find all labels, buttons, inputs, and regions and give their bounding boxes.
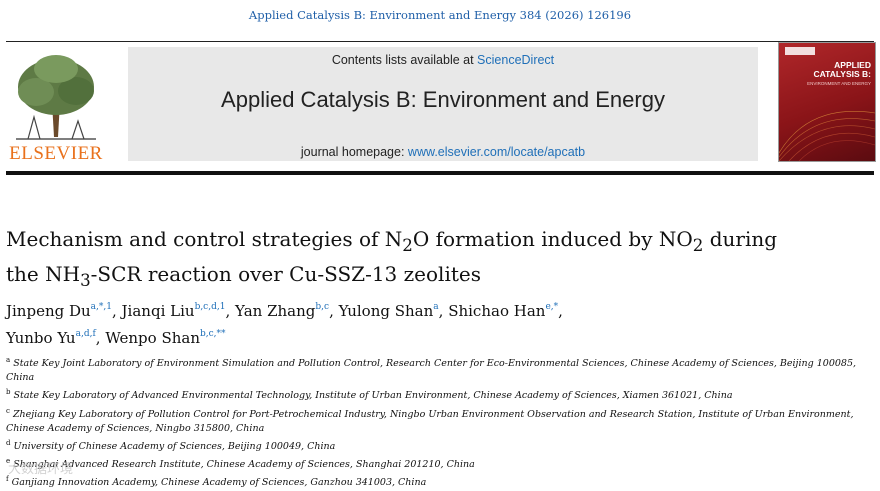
title-subscript: 3	[80, 271, 91, 290]
title-subscript: 2	[692, 236, 704, 255]
cover-title-line1: APPLIED	[834, 60, 871, 70]
journal-cover-image[interactable]: APPLIED CATALYSIS B: ENVIRONMENT AND ENE…	[778, 42, 876, 162]
author-list: Jinpeng Dua,*,1, Jianqi Liub,c,d,1, Yan …	[6, 296, 866, 350]
affiliation-label: e	[6, 457, 11, 466]
author-separator: ,	[558, 302, 563, 320]
title-line-2: the NH3-SCR reaction over Cu-SSZ-13 zeol…	[6, 260, 866, 295]
author-separator: ,	[225, 302, 235, 320]
homepage-link[interactable]: www.elsevier.com/locate/apcatb	[407, 145, 586, 159]
watermark: 大数据环境	[8, 462, 74, 477]
affiliations-list: a State Key Joint Laboratory of Environm…	[6, 353, 866, 491]
author-separator: ,	[95, 329, 106, 347]
affiliation-label: a	[6, 356, 11, 364]
author-affiliation-marker[interactable]: b,c,**	[200, 329, 226, 339]
elsevier-mini-logo-icon	[785, 47, 815, 55]
cover-title-line2: CATALYSIS B:	[813, 69, 871, 79]
contents-prefix: Contents lists available at	[331, 53, 478, 67]
elsevier-tree-logo-icon[interactable]	[6, 47, 106, 162]
cover-wave-graphic-icon	[779, 111, 875, 161]
journal-title[interactable]: Applied Catalysis B: Environment and Ene…	[221, 87, 665, 112]
sciencedirect-link[interactable]: ScienceDirect	[477, 53, 555, 67]
affiliation-label: f	[6, 475, 9, 484]
title-text: during	[703, 227, 778, 251]
affiliation-item: e Shanghai Advanced Research Institute, …	[6, 454, 866, 472]
author-name[interactable]: Yulong Shan	[338, 302, 434, 320]
author-name[interactable]: Wenpo Shan	[105, 329, 201, 347]
affiliation-label: c	[6, 406, 10, 415]
citation-header[interactable]: Applied Catalysis B: Environment and Ene…	[248, 8, 632, 22]
journal-masthead: Contents lists available at ScienceDirec…	[128, 47, 758, 161]
affiliation-text: University of Chinese Academy of Science…	[13, 441, 336, 453]
author-separator: ,	[438, 302, 449, 320]
affiliation-text: Shanghai Advanced Research Institute, Ch…	[13, 459, 475, 471]
affiliation-text: Zhejiang Key Laboratory of Pollution Con…	[6, 408, 854, 434]
author-affiliation-marker[interactable]: b,c,d,1	[194, 302, 226, 312]
author-name[interactable]: Jinpeng Du	[6, 302, 91, 320]
author-name[interactable]: Yunbo Yu	[6, 329, 76, 347]
affiliation-text: State Key Joint Laboratory of Environmen…	[6, 358, 857, 384]
author-separator: ,	[329, 302, 339, 320]
affiliation-text: Ganjiang Innovation Academy, Chinese Aca…	[11, 477, 427, 489]
affiliation-item: f Ganjiang Innovation Academy, Chinese A…	[6, 472, 866, 490]
homepage-line: journal homepage: www.elsevier.com/locat…	[128, 145, 758, 159]
author-name[interactable]: Shichao Han	[448, 302, 546, 320]
author-name[interactable]: Yan Zhang	[234, 302, 316, 320]
affiliation-label: d	[6, 439, 11, 448]
affiliation-item: b State Key Laboratory of Advanced Envir…	[6, 385, 866, 403]
masthead-rule	[6, 171, 874, 175]
title-text: O formation induced by NO	[412, 227, 693, 251]
author-affiliation-marker[interactable]: e,*	[545, 302, 559, 312]
affiliation-text: State Key Laboratory of Advanced Environ…	[13, 390, 733, 402]
author-affiliation-marker[interactable]: a,d,f	[75, 329, 96, 339]
author-name[interactable]: Jianqi Liu	[121, 302, 195, 320]
author-affiliation-marker[interactable]: b,c	[315, 302, 330, 312]
affiliation-item: a State Key Joint Laboratory of Environm…	[6, 353, 866, 385]
title-line-1: Mechanism and control strategies of N2O …	[6, 225, 866, 260]
title-text: Mechanism and control strategies of N	[6, 227, 403, 251]
author-affiliation-marker[interactable]: a	[433, 302, 439, 312]
publisher-wordmark: ELSEVIER	[9, 143, 103, 164]
title-text: the NH	[6, 262, 81, 286]
homepage-prefix: journal homepage:	[300, 145, 408, 159]
title-text: -SCR reaction over Cu-SSZ-13 zeolites	[90, 262, 481, 286]
affiliation-item: d University of Chinese Academy of Scien…	[6, 436, 866, 454]
author-separator: ,	[112, 302, 122, 320]
article-title[interactable]: Mechanism and control strategies of N2O …	[6, 225, 866, 295]
title-subscript: 2	[402, 236, 413, 255]
cover-subtitle: ENVIRONMENT AND ENERGY	[807, 81, 871, 86]
affiliation-label: b	[6, 388, 11, 397]
contents-line: Contents lists available at ScienceDirec…	[128, 53, 758, 67]
author-affiliation-marker[interactable]: a,*,1	[90, 302, 112, 312]
affiliation-item: c Zhejiang Key Laboratory of Pollution C…	[6, 404, 866, 436]
cover-title: APPLIED CATALYSIS B:	[783, 61, 871, 79]
top-rule	[6, 41, 874, 42]
